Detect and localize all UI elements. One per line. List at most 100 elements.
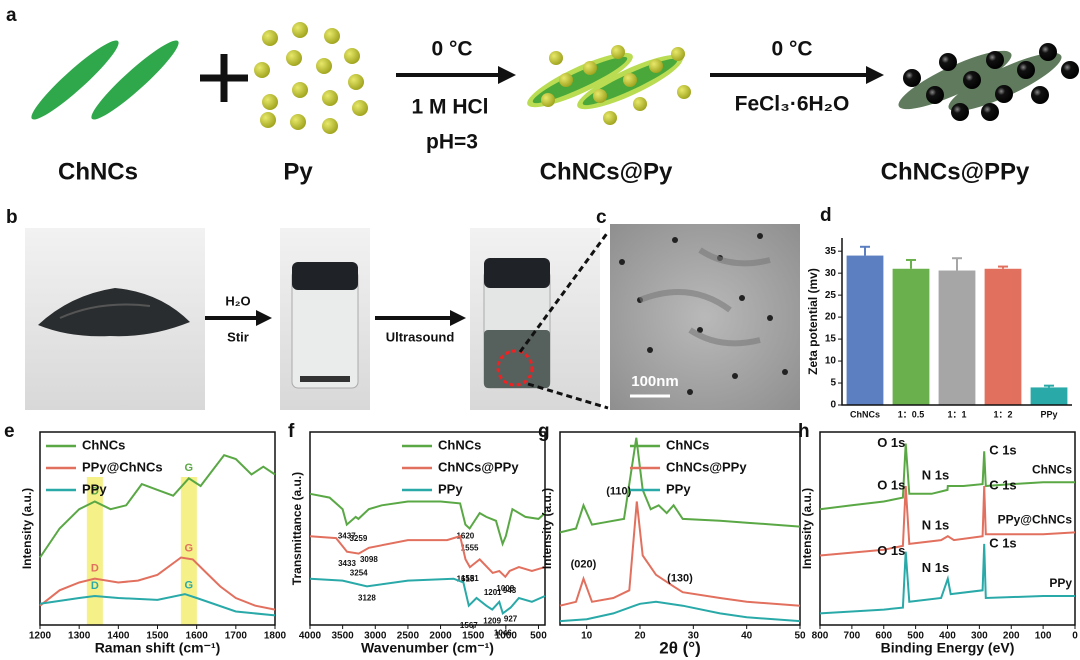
x-tick-label: ChNCs [850, 409, 880, 419]
peak-label: 1618 [457, 574, 475, 583]
x-tick-label: 50 [794, 631, 806, 642]
peak-label: (110) [606, 485, 631, 497]
band-highlight [180, 477, 197, 625]
peak-label: N 1s [922, 467, 949, 482]
series-label: PPy@ChNCs [998, 513, 1073, 527]
peak-label: 943 [503, 586, 517, 595]
x-tick-label: 100 [1035, 631, 1052, 642]
peak-label: (130) [667, 572, 693, 584]
y-tick-label: 0 [830, 400, 836, 411]
x-tick-label: 200 [1003, 631, 1020, 642]
py-ball [549, 51, 563, 65]
py-ball [292, 22, 308, 38]
condition: 0 °C [431, 38, 472, 61]
condition: 0 °C [771, 38, 812, 61]
x-tick-label: 3000 [364, 631, 387, 642]
peak-label: O 1s [877, 543, 905, 558]
py-ball [344, 48, 360, 64]
tem-particle [697, 327, 703, 333]
py-ball [290, 114, 306, 130]
peak-label: 1209 [483, 617, 501, 626]
panel-label: h [798, 421, 810, 442]
arrow [375, 310, 466, 326]
tem-particle [619, 259, 625, 265]
peak-label: 927 [504, 615, 518, 624]
legend-label: ChNCs@PPy [666, 459, 747, 474]
peak-label: N 1s [922, 518, 949, 533]
axis [841, 238, 1072, 406]
peak-label: O 1s [877, 435, 905, 450]
peak-label: 3098 [360, 555, 378, 564]
py-ball [352, 100, 368, 116]
y-axis-label: Zeta potential (mv) [806, 268, 820, 375]
chncs-icon [31, 40, 179, 120]
x-tick-label: 1800 [264, 631, 287, 642]
legend-label: ChNCs [666, 437, 709, 452]
ppy-ball [903, 69, 921, 87]
x-tick-label: 1500 [462, 631, 485, 642]
panel-label: c [596, 207, 607, 228]
x-tick-label: 800 [812, 631, 829, 642]
chncs-py-icon [527, 45, 691, 125]
plot-frame [559, 431, 801, 626]
py-ball [286, 50, 302, 66]
legend-label: ChNCs@PPy [438, 459, 519, 474]
x-tick-label: 400 [939, 631, 956, 642]
x-tick-label: 2500 [397, 631, 420, 642]
peak-label: C 1s [989, 535, 1016, 550]
x-tick-label: 1：2 [993, 409, 1012, 419]
series-label: PPy [1049, 576, 1072, 590]
panel-label: a [6, 5, 17, 26]
py-ball [322, 90, 338, 106]
py-ball [262, 94, 278, 110]
y-tick-label: 20 [825, 312, 837, 323]
condition: FeCl₃·6H₂O [735, 93, 850, 116]
ppy-ball [963, 71, 981, 89]
y-tick-label: 15 [825, 334, 837, 345]
compound-label: ChNCs [58, 158, 138, 185]
panel-label: f [288, 421, 295, 442]
py-ball [593, 89, 607, 103]
series-line [559, 600, 801, 623]
x-tick-label: 1200 [29, 631, 52, 642]
band-label: G [185, 543, 194, 555]
bar [1030, 387, 1068, 405]
legend-label: PPy@ChNCs [82, 459, 163, 474]
scale-label: 100nm [631, 373, 679, 390]
bar [892, 268, 930, 405]
x-tick-label: 3500 [332, 631, 355, 642]
x-tick-label: 0 [1072, 631, 1078, 642]
band-highlight [86, 477, 103, 625]
tem-particle [757, 233, 763, 239]
photo [470, 228, 610, 410]
peak-label: 1555 [461, 544, 479, 553]
series-line [819, 485, 1076, 557]
y-tick-label: 25 [825, 290, 837, 301]
series-line [39, 593, 276, 617]
py-ball [316, 58, 332, 74]
x-axis-label: Binding Energy (eV) [881, 640, 1015, 656]
band-label: D [91, 580, 99, 592]
y-tick-label: 5 [830, 378, 836, 389]
series-line [559, 501, 801, 607]
py-ball [260, 112, 276, 128]
condition: 1 M HCl [411, 96, 488, 119]
peak-label: 1567 [460, 621, 478, 630]
step-label: H₂O [225, 293, 250, 308]
x-tick-label: 500 [530, 631, 547, 642]
tem-fiber [638, 289, 732, 313]
x-tick-label: 1500 [146, 631, 169, 642]
ppy-ball [926, 86, 944, 104]
series-line [39, 454, 276, 559]
legend-label: ChNCs [438, 437, 481, 452]
series-label: ChNCs [1032, 462, 1072, 476]
y-tick-label: 10 [825, 356, 837, 367]
compound-label: ChNCs@PPy [881, 158, 1030, 185]
peak-label: C 1s [989, 443, 1016, 458]
y-tick-label: 35 [825, 246, 837, 257]
x-tick-label: 20 [634, 631, 646, 642]
panel-label: b [6, 207, 18, 228]
x-tick-label: 1300 [68, 631, 91, 642]
step-label: Stir [227, 329, 249, 344]
